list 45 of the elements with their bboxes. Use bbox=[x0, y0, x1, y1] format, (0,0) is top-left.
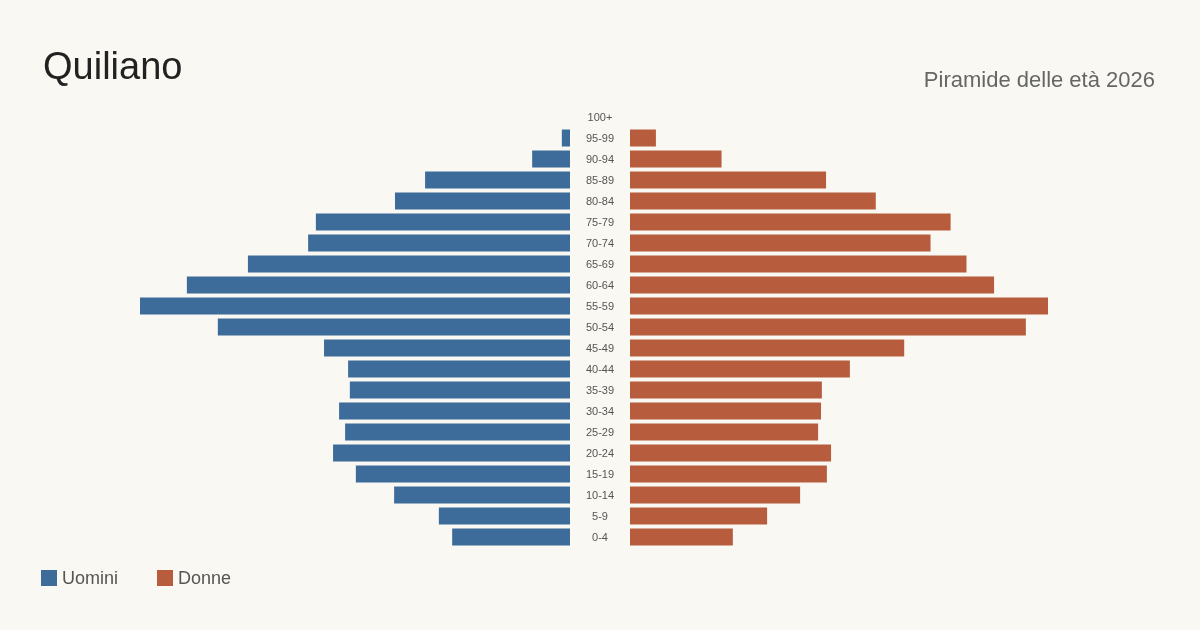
legend-label: Donne bbox=[178, 568, 232, 588]
y-tick-label: 45-49 bbox=[585, 342, 615, 354]
bar bbox=[630, 507, 768, 525]
bar bbox=[630, 318, 1026, 336]
y-tick-label: 90-94 bbox=[585, 153, 615, 165]
y-tick-label: 85-89 bbox=[585, 174, 615, 186]
legend-label: Uomini bbox=[62, 568, 119, 588]
y-tick-label: 60-64 bbox=[585, 279, 615, 291]
bar bbox=[630, 339, 905, 357]
y-tick-label: 50-54 bbox=[585, 321, 615, 333]
bar bbox=[630, 381, 822, 399]
bar bbox=[630, 192, 876, 210]
y-tick-label: 100+ bbox=[587, 111, 613, 123]
bar bbox=[630, 171, 827, 189]
y-tick-label: 35-39 bbox=[585, 384, 615, 396]
y-tick-label: 25-29 bbox=[585, 426, 615, 438]
bar bbox=[630, 360, 850, 378]
bar bbox=[630, 234, 931, 252]
y-tick-label: 95-99 bbox=[585, 132, 615, 144]
chart-title: Quiliano bbox=[43, 45, 183, 87]
y-tick-label: 30-34 bbox=[585, 405, 615, 417]
bar bbox=[630, 276, 995, 294]
bar bbox=[630, 297, 1048, 315]
bar bbox=[630, 528, 733, 546]
y-tick-label: 55-59 bbox=[585, 300, 615, 312]
y-tick-label: 65-69 bbox=[585, 258, 615, 270]
y-tick-label: 0-4 bbox=[592, 531, 608, 543]
chart-subtitle: Piramide delle età 2026 bbox=[923, 66, 1156, 92]
y-tick-label: 10-14 bbox=[585, 489, 615, 501]
bar bbox=[630, 465, 827, 483]
y-tick-label: 70-74 bbox=[585, 237, 615, 249]
bar bbox=[630, 423, 819, 441]
bar bbox=[630, 150, 722, 168]
bar bbox=[630, 213, 951, 231]
y-tick-label: 80-84 bbox=[585, 195, 615, 207]
y-tick-label: 20-24 bbox=[585, 447, 615, 459]
bar bbox=[630, 255, 967, 273]
y-tick-label: 40-44 bbox=[585, 363, 615, 375]
y-tick-label: 15-19 bbox=[585, 468, 615, 480]
bar bbox=[630, 129, 656, 147]
bar bbox=[630, 402, 822, 420]
bar bbox=[630, 486, 801, 504]
y-tick-label: 5-9 bbox=[592, 510, 608, 522]
y-tick-label: 75-79 bbox=[585, 216, 615, 228]
bar bbox=[630, 444, 832, 462]
